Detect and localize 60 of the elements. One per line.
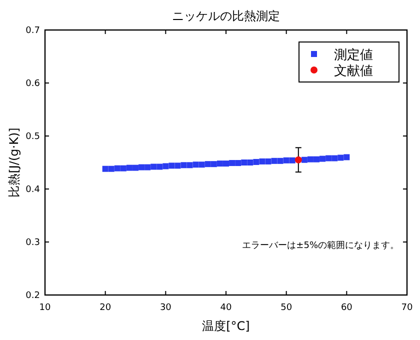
point	[192, 162, 199, 168]
y-tick-label: 0.4	[26, 185, 40, 195]
point	[229, 160, 236, 166]
point	[314, 156, 320, 162]
point	[102, 166, 108, 172]
x-tick-label: 50	[280, 303, 292, 313]
point	[265, 158, 272, 164]
legend-label: 文献値	[334, 64, 373, 79]
point	[289, 157, 296, 164]
x-tick-label: 70	[401, 303, 413, 313]
point	[235, 160, 242, 166]
point	[138, 164, 145, 170]
point	[326, 155, 332, 162]
point	[277, 158, 284, 164]
x-tick-label: 40	[220, 303, 232, 313]
point	[120, 165, 126, 172]
point	[204, 161, 211, 168]
point	[198, 162, 205, 168]
point	[150, 164, 157, 170]
point	[320, 156, 326, 162]
point	[344, 154, 350, 160]
point	[301, 156, 308, 163]
point	[168, 162, 175, 169]
point	[156, 164, 163, 170]
annotation: エラーバーは±5%の範囲になります。	[242, 240, 399, 251]
point	[216, 160, 223, 167]
point	[294, 156, 302, 164]
y-tick-label: 0.6	[26, 79, 40, 89]
point	[223, 160, 229, 167]
point	[180, 162, 187, 168]
y-tick-label: 0.2	[26, 291, 40, 301]
x-tick-label: 20	[100, 303, 112, 313]
chart-title: ニッケルの比熱測定	[172, 9, 280, 23]
point	[247, 160, 254, 166]
point	[338, 154, 344, 161]
point	[114, 165, 120, 172]
x-tick-label: 60	[340, 303, 353, 313]
point	[126, 164, 132, 171]
legend-label: 測定値	[334, 48, 373, 63]
point	[108, 166, 114, 172]
point	[174, 162, 181, 169]
point	[186, 162, 193, 168]
x-tick-label: 10	[39, 303, 51, 313]
point	[144, 164, 151, 170]
point	[307, 156, 314, 162]
x-axis-title: 温度[°C]	[202, 319, 250, 333]
y-tick-label: 0.7	[26, 26, 40, 36]
y-tick-label: 0.5	[26, 132, 40, 142]
point	[271, 158, 278, 164]
point	[162, 163, 169, 170]
point	[241, 160, 248, 166]
y-tick-label: 0.3	[26, 238, 40, 248]
y-axis-title: 比熱[J/(g·K)]	[7, 128, 21, 198]
point	[253, 158, 260, 165]
point	[332, 155, 338, 162]
x-tick-label: 30	[160, 303, 172, 313]
point	[132, 164, 138, 171]
point	[210, 161, 217, 168]
point	[283, 157, 290, 164]
point	[259, 158, 266, 164]
